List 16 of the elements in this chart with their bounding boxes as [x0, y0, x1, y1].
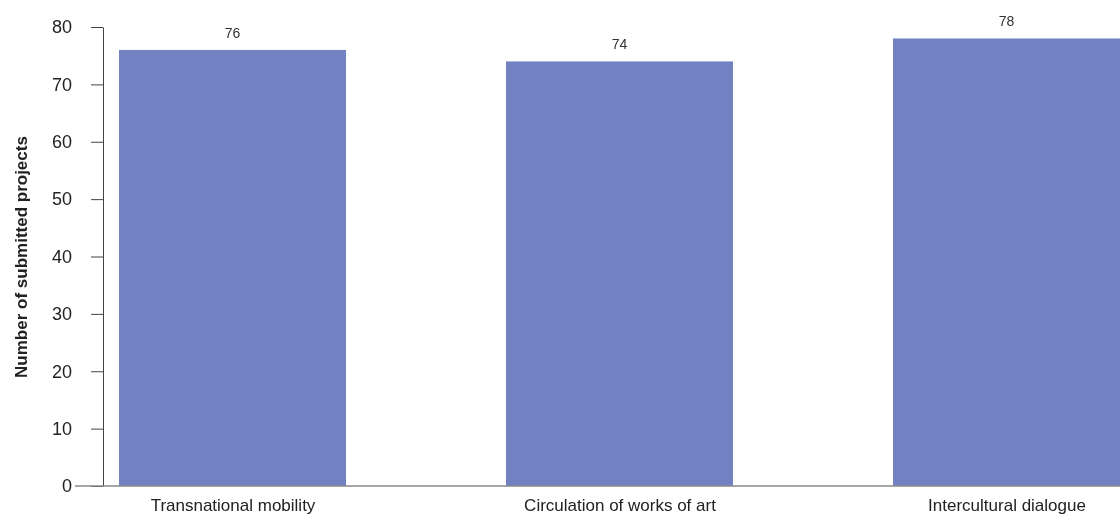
y-axis-title: Number of submitted projects — [12, 136, 31, 378]
data-label: 74 — [611, 36, 628, 53]
y-tick-label: 20 — [51, 361, 72, 382]
y-tick-label: 50 — [51, 189, 72, 210]
x-tick-label: Circulation of works of art — [524, 496, 717, 515]
y-tick-label: 30 — [51, 304, 72, 325]
data-label: 78 — [998, 13, 1015, 30]
y-tick-label: 0 — [61, 476, 72, 497]
y-tick-label: 60 — [51, 132, 72, 153]
y-tick-label: 10 — [51, 418, 72, 439]
y-tick-label: 80 — [51, 17, 72, 38]
y-tick-label: 40 — [51, 246, 72, 267]
data-label: 76 — [224, 24, 241, 41]
y-tick-label: 70 — [51, 74, 72, 95]
x-tick-label: Intercultural dialogue — [928, 496, 1086, 515]
x-tick-label: Transnational mobility — [150, 496, 316, 515]
